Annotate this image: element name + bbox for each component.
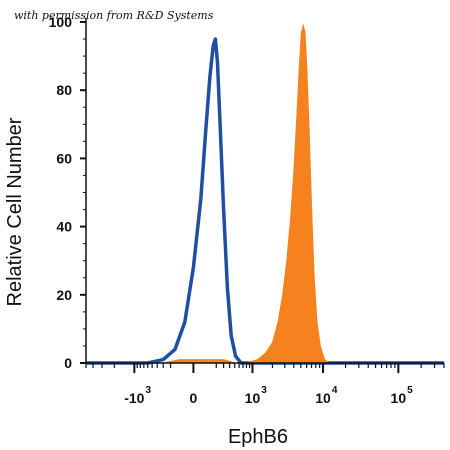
y-tick-label: 80 — [56, 82, 72, 98]
x-tick-exponent: 3 — [145, 385, 151, 396]
x-tick-label: -10 — [124, 390, 144, 406]
permission-note: with permission from R&D Systems — [14, 9, 214, 22]
x-tick-exponent: 5 — [407, 385, 413, 396]
x-tick-label: 10 — [245, 390, 261, 406]
x-tick-label: 10 — [391, 390, 407, 406]
x-axis-label: EphB6 — [228, 426, 288, 448]
x-tick-label: 10 — [315, 390, 331, 406]
histogram-isotype-series — [86, 37, 444, 365]
x-tick-exponent: 3 — [261, 385, 267, 396]
y-tick-label: 100 — [49, 14, 73, 30]
y-tick-label: 20 — [56, 287, 72, 303]
y-tick-label: 40 — [56, 219, 72, 235]
x-tick-label: 0 — [190, 390, 198, 406]
histogram-stained-series — [86, 23, 444, 364]
y-tick-label: 0 — [64, 355, 72, 371]
y-tick-label: 60 — [56, 150, 72, 166]
plot-area — [86, 23, 444, 365]
y-axis-label: Relative Cell Number — [4, 117, 26, 306]
x-tick-exponent: 4 — [332, 385, 338, 396]
